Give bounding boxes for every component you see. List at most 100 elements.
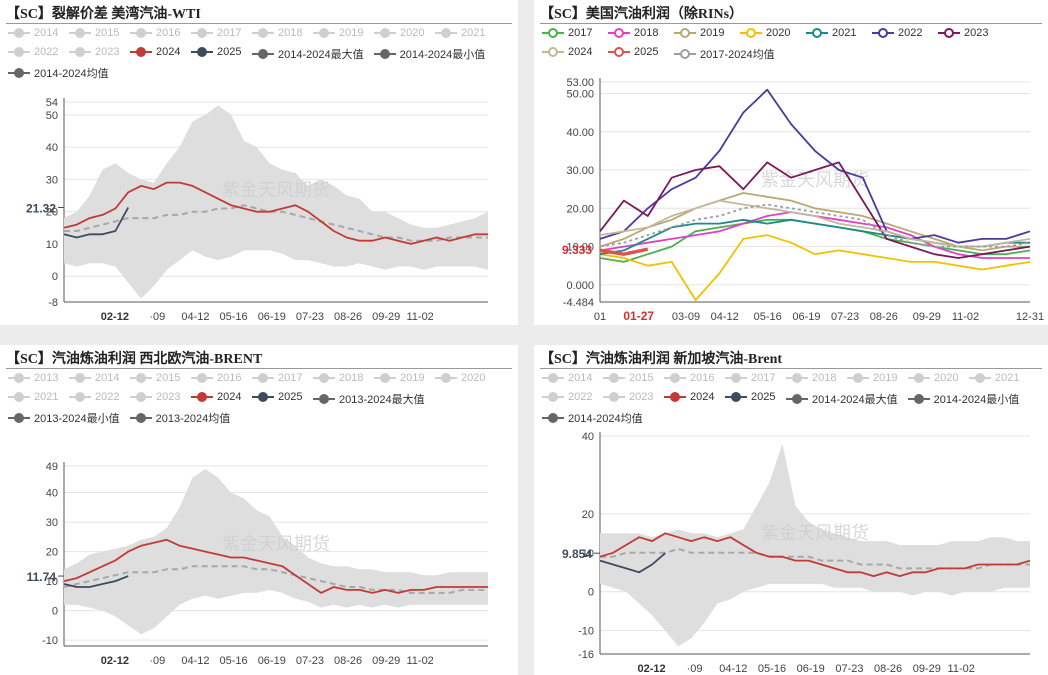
legend-item-2021[interactable]: 2021 (435, 27, 485, 39)
y-tick-label: -10 (578, 626, 594, 638)
y-tick-label: 30 (46, 174, 58, 186)
legend-label: 2015 (95, 27, 120, 39)
watermark-text: 紫金天风期货 (761, 170, 869, 190)
legend-item-2024[interactable]: 2024 (664, 391, 714, 403)
legend-item-2025[interactable]: 2025 (725, 391, 775, 403)
y-tick-label: 10 (46, 239, 58, 251)
legend-item-2015[interactable]: 2015 (130, 372, 180, 384)
legend-label: 2024 (568, 46, 593, 58)
legend-symbol (603, 373, 625, 383)
legend-label: 2014-2024最小值 (933, 394, 1020, 406)
legend-item-2025[interactable]: 2025 (608, 46, 658, 58)
y-tick-label: 20 (46, 207, 58, 219)
legend-label: 2022 (898, 27, 923, 39)
legend-item-2019[interactable]: 2019 (313, 27, 363, 39)
legend-label: 2018 (339, 372, 364, 384)
legend-label: 2022 (34, 46, 59, 58)
legend-item-2014[interactable]: 2014 (8, 27, 58, 39)
legend-symbol (8, 28, 30, 38)
series-2025-line (63, 575, 129, 588)
legend-symbol (130, 28, 152, 38)
watermark-text: 紫金天风期货 (222, 180, 330, 200)
legend-item-2013[interactable]: 2013 (8, 372, 58, 384)
legend-item-2023[interactable]: 2023 (938, 27, 988, 39)
legend-item-2023[interactable]: 2023 (603, 391, 653, 403)
legend-label: 2023 (95, 46, 120, 58)
legend-item-2014[interactable]: 2014 (69, 372, 119, 384)
legend-item-2014[interactable]: 2014 (542, 372, 592, 384)
legend-item-2016[interactable]: 2016 (130, 27, 180, 39)
legend-item-2014-2024[interactable]: 2014-2024最小值 (907, 391, 1020, 407)
legend-item-2023[interactable]: 2023 (130, 391, 180, 403)
legend-item-2022[interactable]: 2022 (872, 27, 922, 39)
y-tick-label: 10 (582, 548, 594, 560)
legend-item-2014-2024[interactable]: 2014-2024最大值 (252, 46, 364, 62)
legend-item-2017[interactable]: 2017 (252, 372, 302, 384)
legend-label: 2021 (832, 27, 857, 39)
legend-item-2024[interactable]: 2024 (191, 391, 241, 403)
legend-item-2017-2024[interactable]: 2017-2024均值 (674, 46, 775, 62)
legend-label: 2019 (339, 27, 364, 39)
y-tick-label: 40.00 (566, 127, 594, 139)
series-2020-line (599, 234, 1031, 301)
legend-item-2017[interactable]: 2017 (725, 372, 775, 384)
legend-dot (14, 373, 24, 383)
y-tick-label: 0.000 (566, 280, 594, 292)
legend-item-2013-2024[interactable]: 2013-2024均值 (129, 410, 230, 426)
legend-item-2015[interactable]: 2015 (603, 372, 653, 384)
legend-label: 2025 (278, 391, 303, 403)
series-2025-line (599, 247, 649, 256)
legend-item-2024[interactable]: 2024 (130, 46, 180, 58)
legend-label: 2025 (634, 46, 659, 58)
legend-item-2018[interactable]: 2018 (608, 27, 658, 39)
legend-item-2021[interactable]: 2021 (969, 372, 1019, 384)
legend-dot (441, 373, 451, 383)
legend-item-2020[interactable]: 2020 (374, 27, 424, 39)
legend-item-2018[interactable]: 2018 (786, 372, 836, 384)
x-tick-label: 05-16 (754, 311, 782, 323)
legend-item-2022[interactable]: 2022 (8, 46, 58, 58)
legend-label: 2014-2024均值 (34, 68, 109, 80)
legend-item-2020[interactable]: 2020 (435, 372, 485, 384)
legend-symbol (542, 28, 564, 38)
legend-item-2016[interactable]: 2016 (664, 372, 714, 384)
legend-item-2014-2024[interactable]: 2014-2024最大值 (786, 391, 898, 407)
legend-item-2018[interactable]: 2018 (313, 372, 363, 384)
legend-dot (609, 373, 619, 383)
legend-item-2017[interactable]: 2017 (542, 27, 592, 39)
legend-item-2019[interactable]: 2019 (674, 27, 724, 39)
legend-item-2018[interactable]: 2018 (252, 27, 302, 39)
legend-item-2021[interactable]: 2021 (806, 27, 856, 39)
legend-item-2020[interactable]: 2020 (740, 27, 790, 39)
legend-item-2025[interactable]: 2025 (252, 391, 302, 403)
legend-item-2022[interactable]: 2022 (542, 391, 592, 403)
legend-item-2019[interactable]: 2019 (847, 372, 897, 384)
legend-item-2025[interactable]: 2025 (191, 46, 241, 58)
legend-item-2015[interactable]: 2015 (69, 27, 119, 39)
legend-item-2016[interactable]: 2016 (191, 372, 241, 384)
legend-label: 2017 (751, 372, 776, 384)
y-tick-label: 10 (46, 576, 58, 588)
legend-item-2023[interactable]: 2023 (69, 46, 119, 58)
legend-item-2022[interactable]: 2022 (69, 391, 119, 403)
legend-item-2019[interactable]: 2019 (374, 372, 424, 384)
legend-item-2014-2024[interactable]: 2014-2024均值 (8, 65, 109, 81)
current-value-label: 9.854 (562, 547, 592, 561)
x-tick-label: 01 (594, 311, 606, 323)
legend-item-2013-2024[interactable]: 2013-2024最大值 (313, 391, 425, 407)
legend-item-2014-2024[interactable]: 2014-2024最小值 (373, 46, 485, 62)
legend-item-2021[interactable]: 2021 (8, 391, 58, 403)
chart-panel-us-gulf-gasoline-wti: 【SC】裂解价差 美湾汽油-WTI 2014 2015 2016 2017 2018 20… (0, 0, 518, 325)
legend-symbol (8, 413, 30, 423)
line-chart: 40 20 10 0 -10 -16 紫金天风期货 02-12 ·09 04-12 05-16 06-… (562, 431, 1031, 675)
x-tick-label: 09-29 (372, 311, 400, 323)
legend-item-2013-2024[interactable]: 2013-2024最小值 (8, 410, 120, 426)
legend-item-2017[interactable]: 2017 (191, 27, 241, 39)
legend-dot (197, 28, 207, 38)
legend-dot (731, 373, 741, 383)
legend-dot (135, 413, 146, 423)
legend-symbol (252, 392, 274, 402)
legend-item-2014-2024[interactable]: 2014-2024均值 (542, 410, 643, 426)
legend-item-2024[interactable]: 2024 (542, 46, 592, 58)
legend-item-2020[interactable]: 2020 (908, 372, 958, 384)
